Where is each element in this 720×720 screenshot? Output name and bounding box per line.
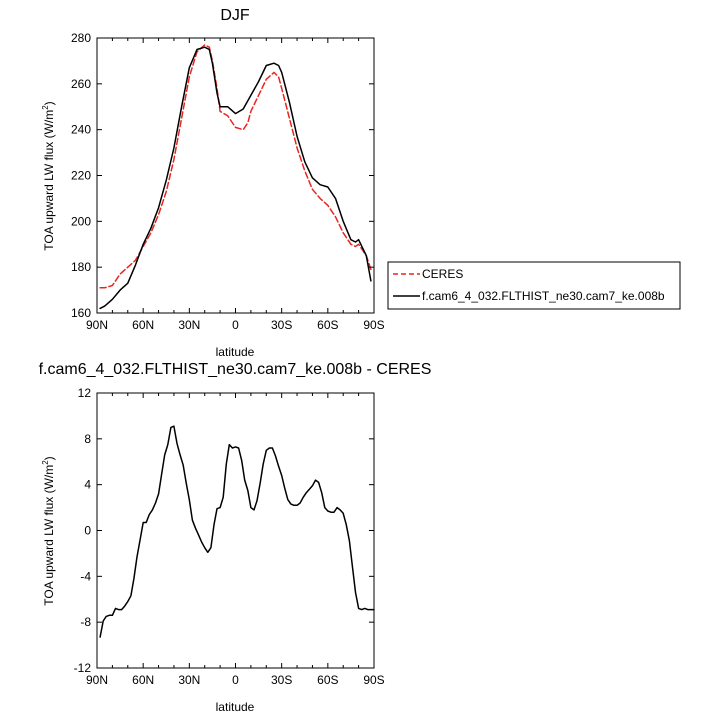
- panel-top: DJF 90N 60N 30N 0 30S 60S 90S 160 180 200 220 240 26…: [41, 7, 681, 359]
- top-x-tick-label: 90N: [86, 318, 108, 332]
- top-x-axis-label: latitude: [216, 345, 255, 359]
- top-x-tick-label: 60S: [317, 318, 338, 332]
- bottom-x-tick-label: 90S: [363, 673, 384, 687]
- top-y-tick-label: 200: [71, 214, 91, 228]
- bottom-title: f.cam6_4_032.FLTHIST_ne30.cam7_ke.008b -…: [39, 361, 432, 378]
- bottom-x-axis-label: latitude: [216, 700, 255, 714]
- bottom-y-tick-label: 0: [84, 524, 91, 538]
- bottom-x-tick-label: 30N: [178, 673, 200, 687]
- top-series-line-1: [99, 44, 372, 289]
- bottom-y-tick-label: -8: [80, 615, 91, 629]
- bottom-y-tick-label: 4: [84, 478, 91, 492]
- top-plot-frame: [96, 37, 375, 314]
- top-y-axis-label: TOA upward LW flux (W/m2): [41, 101, 56, 250]
- top-y-tick-label: 220: [71, 169, 91, 183]
- top-series-line-2: [99, 46, 372, 310]
- top-x-tick-label: 90S: [363, 318, 384, 332]
- top-x-tick-label: 30N: [178, 318, 200, 332]
- top-y-tick-label: 180: [71, 260, 91, 274]
- top-x-tick-label: 30S: [271, 318, 292, 332]
- bottom-series-line-1: [99, 425, 375, 638]
- bottom-x-tick-label: 60N: [132, 673, 154, 687]
- panel-bottom: f.cam6_4_032.FLTHIST_ne30.cam7_ke.008b -…: [39, 361, 432, 714]
- top-title: DJF: [220, 7, 250, 24]
- bottom-plot-frame: [96, 392, 375, 669]
- bottom-y-axis-label: TOA upward LW flux (W/m2): [41, 456, 56, 605]
- bottom-x-tick-label: 90N: [86, 673, 108, 687]
- bottom-x-tick-label: 60S: [317, 673, 338, 687]
- legend-box: [387, 261, 681, 310]
- top-y-tick-label: 280: [71, 31, 91, 45]
- bottom-x-tick-label: 30S: [271, 673, 292, 687]
- top-y-tick-label: 160: [71, 306, 91, 320]
- bottom-y-tick-label: 12: [78, 386, 92, 400]
- legend-label-ceres: CERES: [422, 267, 463, 281]
- bottom-y-tick-label: 8: [84, 432, 91, 446]
- bottom-y-tick-label: -4: [80, 569, 91, 583]
- top-y-tick-label: 260: [71, 77, 91, 91]
- top-x-tick-label: 60N: [132, 318, 154, 332]
- legend-label-model: f.cam6_4_032.FLTHIST_ne30.cam7_ke.008b: [422, 289, 665, 303]
- top-x-tick-label: 0: [232, 318, 239, 332]
- legend: CERES f.cam6_4_032.FLTHIST_ne30.cam7_ke.…: [387, 261, 681, 310]
- bottom-x-tick-label: 0: [232, 673, 239, 687]
- bottom-y-tick-label: -12: [74, 661, 92, 675]
- top-y-tick-label: 240: [71, 123, 91, 137]
